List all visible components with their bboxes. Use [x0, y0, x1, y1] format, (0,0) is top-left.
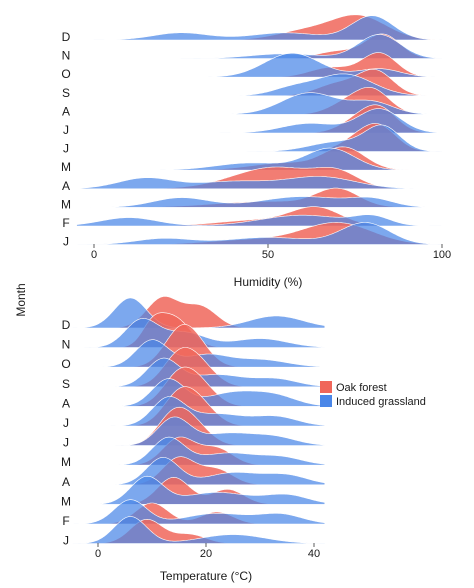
ridge-row-4: [76, 69, 443, 97]
month-label-2: N: [62, 338, 71, 352]
induced-grassland-ridge-9: [76, 176, 442, 190]
month-label-11: F: [62, 514, 69, 528]
month-label-6: J: [63, 416, 69, 430]
ridge-row-10: [71, 475, 326, 505]
month-label-8: M: [61, 160, 71, 174]
month-label-1: D: [62, 318, 71, 332]
legend: Oak forest Induced grassland: [320, 381, 426, 408]
induced-grassland-ridge-10: [71, 475, 326, 505]
ridge-row-1: [71, 296, 326, 329]
ridge-row-12: [76, 222, 443, 245]
induced-grassland-ridge-10: [76, 196, 443, 208]
induced-grassland-ridge-1: [71, 297, 326, 329]
month-label-3: O: [61, 67, 70, 81]
induced-grassland-ridge-12: [76, 222, 443, 245]
temperature-axis-title: Temperature (°C): [160, 569, 252, 583]
x-tick-label-50: 50: [262, 249, 274, 261]
induced-grassland-ridge-12: [71, 516, 326, 544]
induced-grassland-ridge-5: [76, 92, 443, 115]
ridge-row-6: [76, 104, 443, 134]
shared-y-axis-title: Month: [14, 283, 28, 316]
legend-swatch-oak: [320, 381, 332, 393]
month-label-9: A: [62, 475, 70, 489]
ridge-row-9: [71, 456, 326, 486]
humidity-axis-title: Humidity (%): [234, 275, 303, 289]
month-label-9: A: [62, 179, 70, 193]
ridge-row-7: [76, 123, 443, 152]
month-label-2: N: [62, 49, 71, 63]
induced-grassland-ridge-4: [76, 73, 443, 97]
month-label-7: J: [63, 142, 69, 156]
x-tick-label-40: 40: [308, 548, 320, 560]
induced-grassland-ridge-2: [76, 34, 443, 59]
induced-grassland-ridge-8: [71, 436, 326, 466]
ridge-row-7: [71, 406, 326, 446]
x-tick-label-0: 0: [91, 249, 97, 261]
ridge-row-12: [71, 516, 326, 544]
x-tick-label-20: 20: [200, 548, 212, 560]
month-label-11: F: [62, 216, 69, 230]
induced-grassland-ridge-3: [76, 52, 443, 78]
ridge-row-8: [71, 436, 326, 466]
induced-grassland-ridge-1: [76, 15, 443, 41]
induced-grassland-ridge-9: [71, 457, 326, 486]
x-tick-label-100: 100: [433, 249, 451, 261]
induced-grassland-ridge-8: [76, 147, 442, 171]
legend-label-oak: Oak forest: [336, 382, 387, 394]
induced-grassland-ridge-11: [76, 214, 443, 227]
x-tick-label-0: 0: [95, 548, 101, 560]
month-label-5: A: [62, 396, 70, 410]
month-label-5: A: [62, 104, 70, 118]
month-label-12: J: [63, 235, 69, 249]
legend-swatch-grass: [320, 395, 332, 407]
month-label-4: S: [62, 86, 70, 100]
induced-grassland-ridge-6: [71, 396, 326, 427]
month-label-1: D: [62, 30, 71, 44]
ridge-row-9: [76, 166, 442, 190]
ridge-row-1: [76, 14, 443, 41]
month-label-8: M: [61, 455, 71, 469]
ridge-row-6: [71, 386, 326, 427]
induced-grassland-ridge-2: [71, 318, 326, 348]
induced-grassland-ridge-7: [71, 416, 326, 446]
ridge-row-8: [76, 146, 442, 171]
month-label-6: J: [63, 123, 69, 137]
legend-label-grass: Induced grassland: [336, 396, 426, 408]
ridge-row-3: [76, 52, 443, 78]
ridge-row-5: [76, 87, 443, 115]
induced-grassland-ridge-6: [76, 108, 443, 134]
month-label-10: M: [61, 494, 71, 508]
ridge-row-11: [76, 206, 443, 227]
month-label-4: S: [62, 377, 70, 391]
month-label-3: O: [61, 357, 70, 371]
ridge-row-10: [76, 187, 443, 208]
ridge-row-2: [76, 33, 443, 59]
induced-grassland-ridge-7: [76, 124, 443, 152]
month-label-10: M: [61, 197, 71, 211]
month-label-12: J: [63, 534, 69, 548]
month-label-7: J: [63, 436, 69, 450]
